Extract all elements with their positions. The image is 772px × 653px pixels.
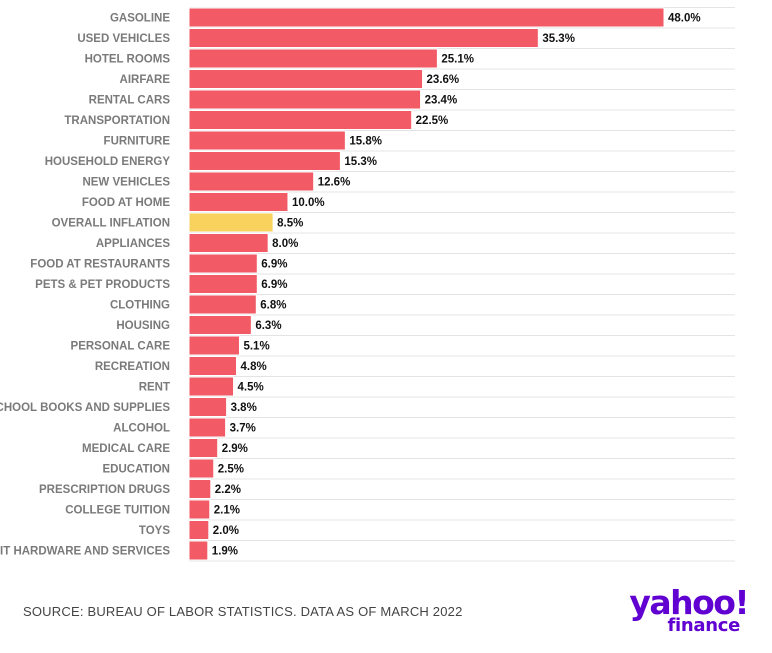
category-label-alcohol: ALCOHOL bbox=[113, 423, 170, 435]
bar-housing bbox=[188, 315, 252, 335]
category-label-gasoline: GASOLINE bbox=[110, 13, 170, 25]
category-label-clothing: CLOTHING bbox=[110, 300, 170, 312]
category-label-food-at-restaurants: FOOD AT RESTAURANTS bbox=[30, 259, 170, 271]
category-label-food-at-home: FOOD AT HOME bbox=[82, 197, 170, 209]
value-label-gasoline: 48.0% bbox=[668, 13, 701, 25]
value-label-medical-care: 2.9% bbox=[222, 443, 248, 455]
value-label-airfare: 23.6% bbox=[427, 74, 460, 86]
bar-rental-cars bbox=[188, 89, 422, 110]
value-label-education: 2.5% bbox=[218, 464, 244, 476]
bar-appliances bbox=[188, 233, 269, 253]
category-label-prescription-drugs: PRESCRIPTION DRUGS bbox=[39, 484, 170, 496]
value-label-prescription-drugs: 2.2% bbox=[215, 484, 241, 496]
bar-education bbox=[188, 458, 215, 479]
category-label-housing: HOUSING bbox=[116, 320, 170, 332]
value-label-it-hardware-and-services: 1.9% bbox=[212, 546, 238, 558]
bar-household-energy bbox=[188, 151, 341, 171]
value-label-school-books-and-supplies: 3.8% bbox=[231, 402, 257, 414]
bar-medical-care bbox=[188, 438, 219, 458]
bar-new-vehicles bbox=[188, 171, 315, 192]
bar-toys bbox=[188, 520, 210, 540]
value-label-household-energy: 15.3% bbox=[344, 156, 377, 168]
bar-it-hardware-and-services bbox=[188, 540, 209, 561]
category-label-hotel-rooms: HOTEL ROOMS bbox=[85, 54, 171, 66]
value-label-college-tuition: 2.1% bbox=[214, 505, 240, 517]
logo-wordmark: yahoo! bbox=[629, 583, 749, 622]
category-label-appliances: APPLIANCES bbox=[96, 238, 170, 250]
value-label-hotel-rooms: 25.1% bbox=[441, 54, 474, 66]
bar-pets-pet-products bbox=[188, 274, 258, 294]
bar-personal-care bbox=[188, 335, 240, 356]
category-label-rent: RENT bbox=[139, 382, 170, 394]
value-label-used-vehicles: 35.3% bbox=[542, 33, 575, 45]
value-label-toys: 2.0% bbox=[213, 525, 239, 537]
value-label-rental-cars: 23.4% bbox=[425, 95, 458, 107]
bar-college-tuition bbox=[188, 499, 211, 520]
category-label-transportation: TRANSPORTATION bbox=[64, 115, 170, 127]
category-label-education: EDUCATION bbox=[102, 464, 170, 476]
category-label-used-vehicles: USED VEHICLES bbox=[77, 33, 170, 45]
value-label-clothing: 6.8% bbox=[260, 300, 286, 312]
value-label-pets-pet-products: 6.9% bbox=[261, 279, 287, 291]
value-label-rent: 4.5% bbox=[238, 382, 264, 394]
category-label-household-energy: HOUSEHOLD ENERGY bbox=[45, 156, 171, 168]
category-label-personal-care: PERSONAL CARE bbox=[71, 341, 171, 353]
value-label-new-vehicles: 12.6% bbox=[318, 177, 351, 189]
bar-chart: GASOLINE 48.0% USED VEHICLES 35.3% HOTEL ROO… bbox=[0, 7, 735, 562]
category-label-furniture: FURNITURE bbox=[104, 136, 171, 148]
bar-airfare bbox=[188, 69, 424, 89]
yahoo-finance-logo: yahoo! finance bbox=[618, 583, 749, 636]
value-label-overall-inflation: 8.5% bbox=[277, 218, 303, 230]
category-label-college-tuition: COLLEGE TUITION bbox=[65, 505, 170, 517]
value-label-appliances: 8.0% bbox=[272, 238, 298, 250]
value-label-transportation: 22.5% bbox=[416, 115, 449, 127]
bar-gasoline bbox=[188, 7, 665, 28]
source-note: SOURCE: BUREAU OF LABOR STATISTICS. DATA… bbox=[23, 604, 463, 619]
bar-recreation bbox=[188, 356, 237, 376]
category-label-school-books-and-supplies: SCHOOL BOOKS AND SUPPLIES bbox=[0, 402, 170, 414]
bar-clothing bbox=[188, 294, 257, 315]
logo-subtitle: finance bbox=[667, 615, 740, 636]
value-label-food-at-home: 10.0% bbox=[292, 197, 325, 209]
category-label-pets-pet-products: PETS & PET PRODUCTS bbox=[35, 279, 170, 291]
bar-food-at-restaurants bbox=[188, 253, 258, 274]
category-label-it-hardware-and-services: IT HARDWARE AND SERVICES bbox=[0, 546, 170, 558]
value-label-furniture: 15.8% bbox=[349, 136, 382, 148]
value-label-food-at-restaurants: 6.9% bbox=[261, 259, 287, 271]
category-label-overall-inflation: OVERALL INFLATION bbox=[52, 218, 170, 230]
bar-school-books-and-supplies bbox=[188, 397, 228, 417]
category-label-new-vehicles: NEW VEHICLES bbox=[82, 177, 170, 189]
category-label-recreation: RECREATION bbox=[95, 361, 170, 373]
bar-hotel-rooms bbox=[188, 48, 438, 69]
value-label-personal-care: 5.1% bbox=[243, 341, 269, 353]
bar-used-vehicles bbox=[188, 28, 539, 48]
value-label-recreation: 4.8% bbox=[241, 361, 267, 373]
bar-transportation bbox=[188, 110, 413, 130]
bar-furniture bbox=[188, 130, 346, 151]
category-label-airfare: AIRFARE bbox=[120, 74, 171, 86]
category-label-rental-cars: RENTAL CARS bbox=[89, 95, 171, 107]
category-label-toys: TOYS bbox=[139, 525, 170, 537]
bar-alcohol bbox=[188, 417, 227, 438]
bar-overall-inflation bbox=[188, 212, 274, 233]
bar-prescription-drugs bbox=[188, 479, 212, 499]
category-label-medical-care: MEDICAL CARE bbox=[82, 443, 170, 455]
bar-rent bbox=[188, 376, 235, 397]
value-label-housing: 6.3% bbox=[255, 320, 281, 332]
value-label-alcohol: 3.7% bbox=[230, 423, 256, 435]
bar-food-at-home bbox=[188, 192, 289, 212]
